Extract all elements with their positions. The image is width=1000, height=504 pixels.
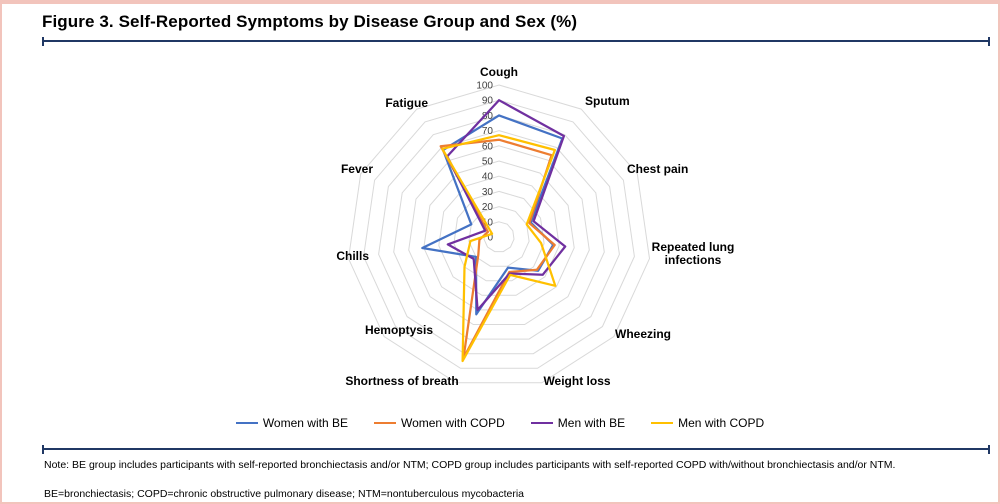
axis-tick-label: 100 (476, 81, 493, 92)
category-label-hemoptysis: Hemoptysis (365, 323, 433, 337)
grid-ring (347, 84, 651, 384)
axis-tick-label: 40 (482, 172, 494, 183)
top-divider-rule (42, 37, 990, 46)
category-label-chest-pain: Chest pain (627, 162, 688, 176)
grid-ring (393, 130, 605, 340)
rule-bar (42, 448, 990, 450)
rule-bar (42, 40, 990, 42)
category-label-sputum: Sputum (585, 94, 630, 108)
legend-item-women-copd: Women with COPD (373, 416, 505, 430)
legend-line-swatch (235, 422, 258, 424)
grid-ring (378, 114, 620, 355)
rule-endcap (988, 37, 990, 46)
axis-tick-label: 10 (482, 217, 494, 228)
grid-ring (363, 99, 635, 369)
legend-label: Men with COPD (678, 416, 765, 430)
category-label-cough: Cough (480, 65, 518, 79)
rule-endcap (988, 445, 990, 454)
legend-label: Women with BE (262, 416, 348, 430)
figure-note: Note: BE group includes participants wit… (44, 459, 896, 471)
figure-title: Figure 3. Self-Reported Symptoms by Dise… (42, 12, 578, 31)
category-label-fever: Fever (341, 162, 373, 176)
legend-line-swatch (651, 422, 674, 424)
series-line-women-with-copd (439, 138, 556, 360)
axis-tick-label: 70 (482, 126, 494, 137)
chart-legend: Women with BE Women with COPD Men with B… (2, 416, 998, 430)
legend-line-swatch (530, 422, 553, 424)
series-line-men-with-be (446, 99, 567, 312)
category-label-repeated-lung-infections: Repeated lung infections (652, 240, 735, 267)
category-label-fatigue: Fatigue (385, 96, 428, 110)
series-line-women-with-be (421, 114, 564, 316)
grid-ring (423, 160, 575, 311)
grid-ring (468, 206, 530, 267)
category-label-wheezing: Wheezing (615, 327, 671, 341)
axis-tick-label: 80 (482, 111, 494, 122)
category-label-shortness-of-breath: Shortness of breath (345, 374, 458, 388)
axis-tick-label: 50 (482, 157, 494, 168)
legend-item-men-copd: Men with COPD (651, 416, 764, 430)
legend-line-swatch (373, 422, 396, 424)
legend-item-women-be: Women with BE (235, 416, 348, 430)
category-label-weight-loss: Weight loss (543, 374, 610, 388)
legend-label: Women with COPD (400, 416, 505, 430)
axis-tick-label: 30 (482, 187, 494, 198)
axis-tick-label: 60 (482, 141, 494, 152)
category-label-chills: Chills (336, 249, 369, 263)
bottom-divider-rule (42, 445, 990, 454)
radar-chart: 0 10 20 30 40 50 60 70 80 90 100 Cough Sputum Chest p… (336, 65, 735, 388)
legend-label: Men with BE (557, 416, 626, 430)
abbreviation-note: BE=bronchiectasis; COPD=chronic obstruct… (44, 488, 525, 500)
grid-ring (408, 145, 590, 325)
axis-tick-label: 90 (482, 96, 494, 107)
series-line-men-with-copd (441, 134, 557, 363)
axis-tick-label: 20 (482, 202, 494, 213)
legend-item-men-be: Men with BE (530, 416, 626, 430)
axis-tick-label: 0 (487, 233, 493, 244)
